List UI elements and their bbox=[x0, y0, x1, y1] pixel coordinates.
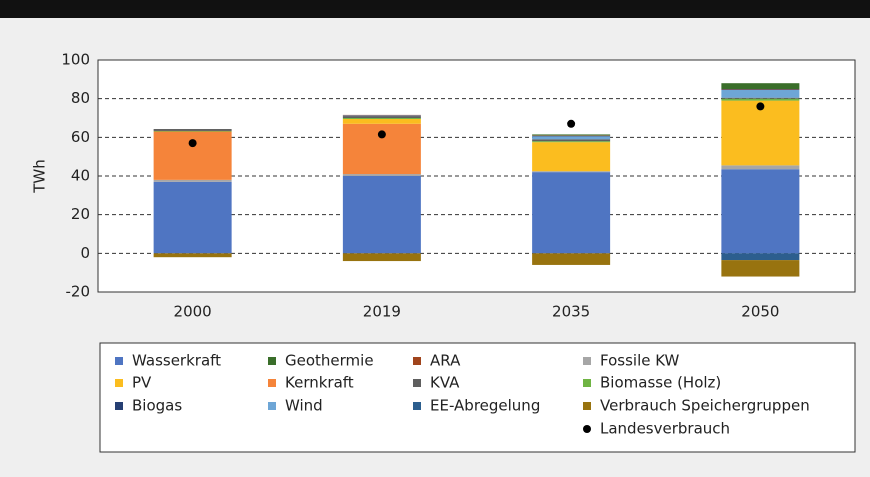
y-tick-label: 60 bbox=[71, 128, 90, 146]
bar-segment bbox=[342, 116, 421, 118]
legend-label: Wind bbox=[285, 397, 323, 415]
legend-label: Verbrauch Speichergruppen bbox=[600, 397, 810, 415]
bar-segment bbox=[532, 139, 611, 142]
bar-segment bbox=[721, 89, 800, 98]
legend-marker bbox=[583, 425, 591, 433]
bar-segment bbox=[153, 181, 232, 254]
bar-segment bbox=[532, 172, 611, 254]
legend-marker bbox=[413, 379, 421, 387]
legend-marker bbox=[583, 357, 591, 365]
y-tick-label: 100 bbox=[61, 51, 90, 69]
bar-segment bbox=[532, 141, 611, 143]
legend-marker bbox=[413, 357, 421, 365]
legend-marker bbox=[115, 379, 123, 387]
bar-segment bbox=[721, 169, 800, 254]
bar-segment bbox=[153, 179, 232, 182]
bar-segment bbox=[342, 118, 421, 124]
legend-label: Biogas bbox=[132, 397, 182, 415]
legend-label: KVA bbox=[430, 374, 460, 392]
legend-label: Geothermie bbox=[285, 352, 374, 370]
y-axis-label: TWh bbox=[31, 159, 49, 194]
legend-marker bbox=[583, 379, 591, 387]
legend-label: EE-Abregelung bbox=[430, 397, 540, 415]
legend-marker bbox=[268, 357, 276, 365]
legend-marker bbox=[115, 357, 123, 365]
x-tick-label: 2019 bbox=[363, 303, 401, 321]
bar-segment bbox=[721, 83, 800, 89]
legend-label: PV bbox=[132, 374, 152, 392]
bar-segment bbox=[342, 253, 421, 262]
bar-segment bbox=[721, 253, 800, 261]
marker bbox=[756, 102, 765, 111]
legend-label: Biomasse (Holz) bbox=[600, 374, 721, 392]
y-tick-label: 40 bbox=[71, 167, 90, 185]
marker bbox=[188, 139, 197, 148]
bar-segment bbox=[721, 165, 800, 170]
bar-segment bbox=[153, 129, 232, 131]
bar-segment bbox=[153, 130, 232, 132]
marker bbox=[567, 119, 576, 128]
bar-segment bbox=[532, 253, 611, 265]
y-tick-label: 20 bbox=[71, 205, 90, 223]
legend-marker bbox=[413, 402, 421, 410]
bar-segment bbox=[532, 142, 611, 172]
legend-marker bbox=[115, 402, 123, 410]
y-tick-label: 0 bbox=[80, 244, 90, 262]
bar-segment bbox=[721, 260, 800, 277]
legend-label: Wasserkraft bbox=[132, 352, 221, 370]
legend-marker bbox=[583, 402, 591, 410]
bar-segment bbox=[153, 131, 232, 180]
bar-segment bbox=[532, 136, 611, 140]
legend-label: ARA bbox=[430, 352, 461, 370]
x-tick-label: 2035 bbox=[552, 303, 590, 321]
bar-segment bbox=[532, 171, 611, 173]
x-tick-label: 2050 bbox=[741, 303, 779, 321]
bar-segment bbox=[721, 97, 800, 99]
bar-segment bbox=[721, 100, 800, 166]
bar-segment bbox=[532, 135, 611, 137]
bar-segment bbox=[721, 89, 800, 90]
y-tick-label: -20 bbox=[66, 283, 91, 301]
y-tick-label: 80 bbox=[71, 89, 90, 107]
top-bar bbox=[0, 0, 870, 18]
legend-label: Fossile KW bbox=[600, 352, 680, 370]
legend-box bbox=[99, 342, 856, 453]
legend-label: Landesverbrauch bbox=[600, 420, 730, 438]
bar-segment bbox=[153, 253, 232, 258]
marker bbox=[377, 130, 386, 139]
bar-segment bbox=[342, 176, 421, 254]
legend-marker bbox=[268, 379, 276, 387]
bar-segment bbox=[532, 134, 611, 136]
x-tick-label: 2000 bbox=[174, 303, 212, 321]
legend-label: Kernkraft bbox=[285, 374, 354, 392]
bar-segment bbox=[342, 174, 421, 176]
bar-segment bbox=[342, 118, 421, 119]
legend-marker bbox=[268, 402, 276, 410]
bar-segment bbox=[721, 98, 800, 101]
